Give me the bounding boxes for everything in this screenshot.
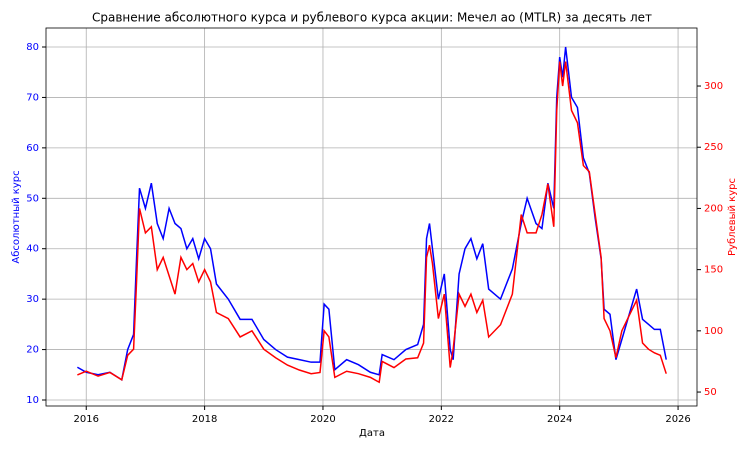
x-axis-label: Дата xyxy=(359,428,385,439)
y2-tick-label: 150 xyxy=(704,265,723,276)
y-tick-label: 10 xyxy=(26,395,39,406)
y2-tick-label: 300 xyxy=(704,81,723,92)
x-tick-label: 2022 xyxy=(429,414,454,425)
y-tick-label: 30 xyxy=(26,294,39,305)
chart-title: Сравнение абсолютного курса и рублевого … xyxy=(92,11,652,25)
y2-axis-label: Рублевый курс xyxy=(727,178,738,256)
x-tick-label: 2016 xyxy=(74,414,99,425)
y2-tick-label: 200 xyxy=(704,203,723,214)
y-tick-label: 50 xyxy=(26,193,39,204)
x-tick-label: 2020 xyxy=(310,414,335,425)
y-tick-label: 80 xyxy=(26,42,39,53)
y-tick-label: 40 xyxy=(26,244,39,255)
y-tick-label: 60 xyxy=(26,143,39,154)
x-tick-label: 2024 xyxy=(547,414,572,425)
y2-tick-label: 100 xyxy=(704,326,723,337)
series-line xyxy=(76,46,667,382)
y-axis-label: Абсолютный курс xyxy=(11,170,22,263)
y-tick-label: 20 xyxy=(26,345,39,356)
y-tick-label: 70 xyxy=(26,92,39,103)
y2-tick-label: 250 xyxy=(704,142,723,153)
series-line xyxy=(77,61,667,384)
x-tick-label: 2026 xyxy=(665,414,690,425)
plot-frame xyxy=(45,27,698,407)
y2-tick-label: 50 xyxy=(704,387,717,398)
x-tick-label: 2018 xyxy=(192,414,217,425)
